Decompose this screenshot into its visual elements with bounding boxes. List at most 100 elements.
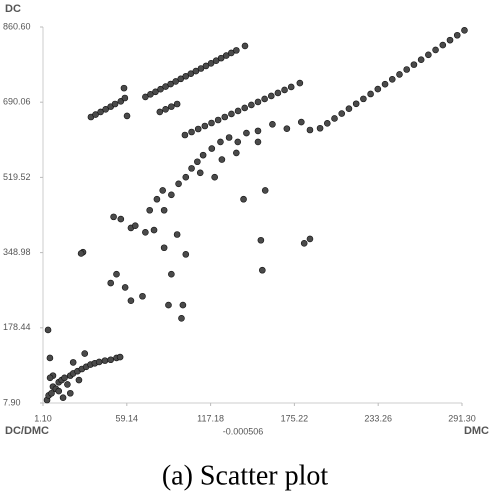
y-tick-label: 7.90 bbox=[3, 397, 21, 407]
point bbox=[261, 187, 269, 194]
point bbox=[331, 115, 338, 122]
point bbox=[66, 389, 74, 397]
point bbox=[228, 110, 235, 118]
point bbox=[345, 105, 353, 112]
point bbox=[101, 357, 109, 364]
point bbox=[116, 353, 124, 361]
point bbox=[367, 90, 374, 98]
point bbox=[396, 71, 403, 78]
point bbox=[281, 86, 288, 94]
point bbox=[46, 354, 54, 362]
point bbox=[374, 85, 382, 93]
point bbox=[254, 98, 262, 106]
point bbox=[92, 111, 99, 118]
point bbox=[241, 104, 249, 112]
point bbox=[175, 180, 182, 188]
point bbox=[182, 251, 190, 258]
point bbox=[221, 113, 229, 121]
point bbox=[197, 65, 205, 72]
point bbox=[233, 149, 240, 157]
y-tick-label: 178.44 bbox=[3, 322, 31, 332]
point bbox=[234, 138, 242, 146]
point bbox=[287, 83, 295, 91]
point bbox=[208, 145, 216, 152]
y-tick-label: 690.06 bbox=[3, 97, 31, 107]
y-axis-label: DC bbox=[5, 3, 21, 15]
point bbox=[352, 100, 360, 108]
point bbox=[173, 100, 181, 108]
point bbox=[167, 80, 174, 88]
point bbox=[261, 95, 268, 103]
point bbox=[95, 358, 103, 366]
point bbox=[162, 105, 169, 113]
point bbox=[222, 52, 230, 59]
point bbox=[300, 240, 308, 247]
point bbox=[75, 376, 83, 384]
point bbox=[192, 67, 200, 75]
point bbox=[240, 195, 247, 203]
point bbox=[159, 187, 166, 194]
point bbox=[461, 27, 468, 34]
point bbox=[388, 75, 396, 83]
y-tick-label: 519.52 bbox=[3, 172, 31, 182]
point bbox=[123, 112, 131, 120]
point bbox=[120, 84, 128, 92]
point bbox=[274, 89, 282, 97]
point bbox=[201, 122, 209, 130]
point bbox=[306, 126, 314, 134]
x-axis-note: -0.000506 bbox=[223, 426, 264, 436]
point bbox=[208, 119, 215, 127]
point bbox=[160, 206, 168, 214]
point bbox=[152, 88, 159, 96]
point bbox=[323, 120, 331, 127]
point bbox=[142, 229, 149, 236]
point bbox=[131, 222, 139, 229]
point bbox=[410, 61, 418, 68]
point bbox=[168, 103, 175, 110]
point bbox=[217, 54, 225, 62]
point bbox=[102, 105, 109, 113]
point bbox=[81, 350, 89, 357]
point bbox=[225, 134, 233, 141]
point bbox=[257, 236, 265, 244]
point bbox=[182, 72, 190, 80]
point bbox=[194, 158, 201, 166]
point bbox=[59, 394, 67, 401]
point bbox=[241, 42, 249, 50]
point bbox=[439, 41, 447, 49]
point bbox=[168, 191, 175, 199]
point bbox=[211, 173, 218, 181]
point bbox=[298, 118, 305, 126]
point bbox=[181, 131, 189, 139]
point bbox=[150, 226, 158, 234]
point bbox=[316, 124, 324, 132]
y-tick-label: 860.60 bbox=[3, 21, 31, 31]
point bbox=[177, 75, 185, 83]
point bbox=[188, 165, 195, 172]
point bbox=[139, 292, 146, 300]
point bbox=[69, 359, 77, 366]
point bbox=[403, 66, 411, 73]
x-axis-left-label: DC/DMC bbox=[5, 425, 49, 437]
point bbox=[248, 101, 255, 109]
point bbox=[243, 129, 250, 137]
point bbox=[296, 79, 304, 87]
point bbox=[233, 47, 240, 54]
point bbox=[157, 85, 164, 93]
point bbox=[259, 266, 266, 274]
y-tick-label: 348.98 bbox=[3, 247, 31, 257]
point bbox=[64, 381, 71, 388]
point bbox=[121, 284, 129, 291]
point bbox=[254, 138, 262, 146]
point bbox=[338, 110, 346, 117]
point bbox=[107, 356, 115, 364]
point bbox=[453, 31, 461, 39]
point bbox=[182, 173, 190, 181]
point bbox=[110, 213, 117, 221]
point bbox=[381, 80, 389, 88]
point bbox=[146, 206, 153, 214]
point bbox=[111, 100, 119, 108]
point bbox=[267, 92, 275, 100]
point bbox=[425, 51, 432, 59]
